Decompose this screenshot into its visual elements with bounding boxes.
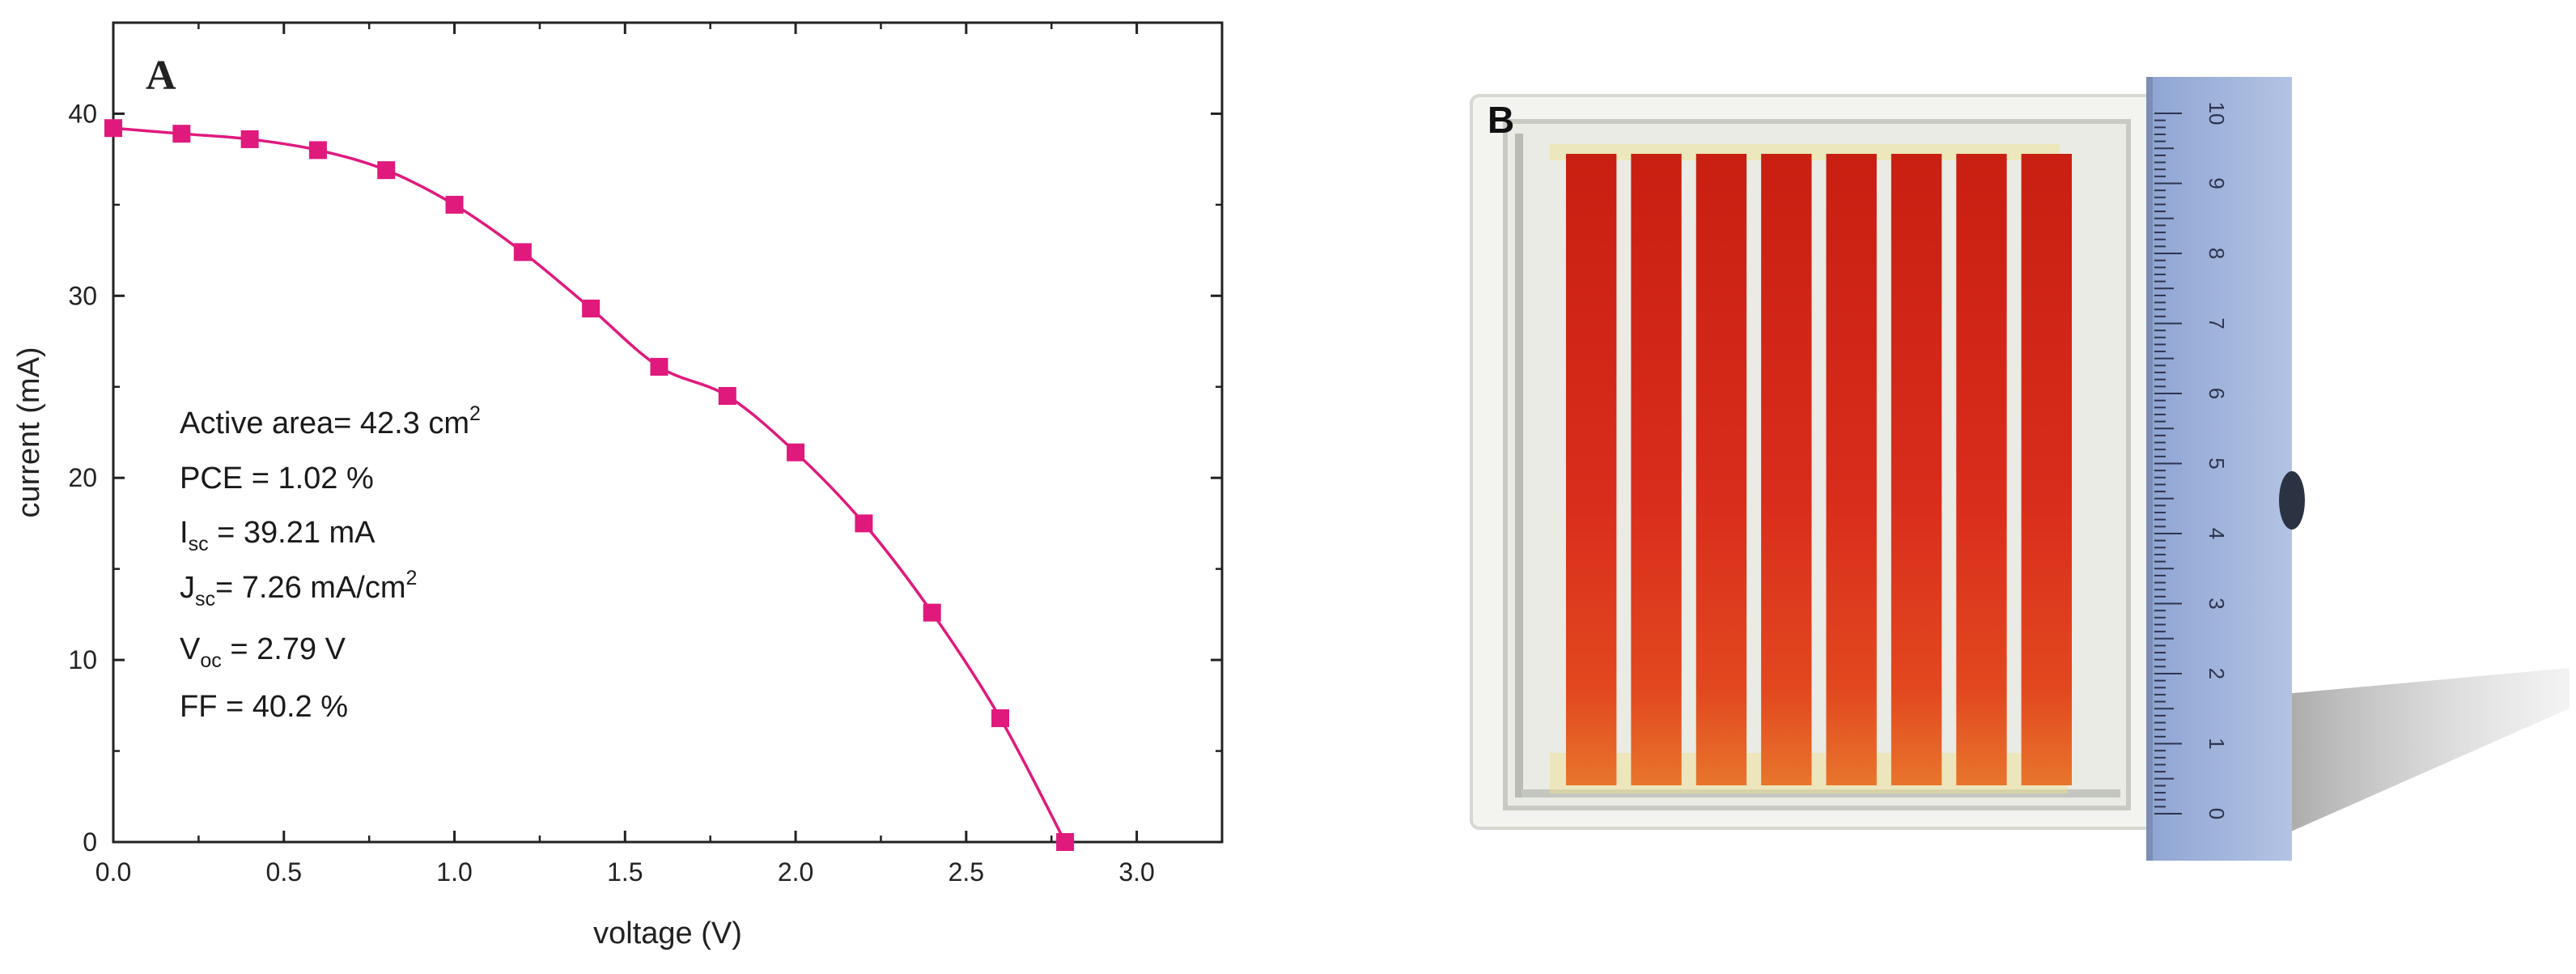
y-tick-label: 10 bbox=[68, 645, 97, 674]
data-point bbox=[650, 358, 668, 376]
ruler-scale: 0 1 2 3 4 5 6 7 8 9 10 bbox=[2154, 102, 2229, 819]
iv-chart-panel: 0.0 0.5 1.0 1.5 2.0 2.5 3.0 0 10 20 30 40 voltage … bbox=[12, 21, 1224, 951]
data-point bbox=[991, 709, 1009, 728]
x-tick-label: 1.5 bbox=[607, 857, 643, 887]
y-tick-label: 20 bbox=[68, 463, 97, 492]
dye-strip bbox=[1695, 154, 1747, 785]
x-axis-ticks: 0.0 0.5 1.0 1.5 2.0 2.5 3.0 bbox=[95, 23, 1155, 887]
ruler-notch bbox=[2279, 471, 2305, 530]
dye-strips bbox=[1566, 154, 2072, 785]
ruler-label: 10 bbox=[2205, 102, 2229, 125]
iv-series bbox=[104, 119, 1075, 851]
dye-strip bbox=[1891, 154, 1942, 785]
x-tick-label: 3.0 bbox=[1118, 857, 1154, 887]
ruler-label: 6 bbox=[2205, 388, 2229, 399]
dye-strip bbox=[1566, 154, 1617, 785]
isc-text: Isc = 39.21 mA bbox=[180, 516, 376, 555]
x-tick-label: 2.5 bbox=[948, 857, 984, 887]
x-axis-title: voltage (V) bbox=[593, 917, 742, 951]
x-tick-label: 2.0 bbox=[778, 857, 813, 887]
dye-strip bbox=[1761, 154, 1812, 785]
ruler-label: 9 bbox=[2205, 177, 2229, 189]
y-tick-label: 0 bbox=[83, 827, 97, 857]
data-point bbox=[377, 161, 396, 180]
pce-text: PCE = 1.02 % bbox=[180, 461, 374, 496]
y-tick-label: 40 bbox=[68, 99, 97, 128]
x-tick-label: 0.0 bbox=[95, 857, 131, 887]
dye-strip bbox=[1956, 154, 2007, 785]
data-point bbox=[104, 119, 122, 138]
active-area-text: Active area= 42.3 cm2 bbox=[180, 402, 481, 440]
dye-strip bbox=[1631, 154, 1682, 785]
y-axis-ticks: 0 10 20 30 40 bbox=[68, 99, 1222, 857]
ruler-label: 3 bbox=[2205, 598, 2229, 609]
frame-edge-bottom bbox=[1521, 789, 2120, 797]
ruler-label: 4 bbox=[2205, 528, 2229, 539]
ruler-edge bbox=[2146, 77, 2153, 861]
voc-text: Voc = 2.79 V bbox=[180, 632, 346, 672]
ruler bbox=[2146, 77, 2292, 861]
panel-letter-a: A bbox=[146, 53, 176, 99]
y-tick-label: 30 bbox=[68, 281, 97, 310]
dye-strip bbox=[2021, 154, 2072, 785]
x-tick-label: 0.5 bbox=[266, 857, 302, 887]
y-axis-title: current (mA) bbox=[12, 347, 46, 517]
ruler-label: 2 bbox=[2205, 668, 2229, 679]
frame-edge-left bbox=[1515, 134, 1523, 797]
ruler-label: 1 bbox=[2205, 738, 2229, 749]
data-point bbox=[308, 141, 327, 159]
ruler-shadow bbox=[2258, 668, 2570, 846]
data-point bbox=[923, 603, 941, 622]
data-point bbox=[445, 195, 464, 214]
data-point bbox=[787, 443, 805, 461]
ff-text: FF = 40.2 % bbox=[180, 690, 348, 724]
ruler-label: 8 bbox=[2205, 248, 2229, 259]
panel-letter-b: B bbox=[1487, 99, 1514, 141]
data-point bbox=[172, 125, 191, 143]
module-photo: 0 1 2 3 4 5 6 7 8 9 10 B bbox=[1457, 77, 2570, 862]
data-point bbox=[855, 514, 873, 533]
plot-frame bbox=[112, 21, 1224, 844]
ruler-label: 7 bbox=[2205, 317, 2229, 329]
data-point bbox=[582, 300, 601, 318]
ruler-label: 5 bbox=[2205, 457, 2229, 469]
data-point bbox=[1056, 833, 1075, 851]
data-point bbox=[718, 387, 736, 406]
data-point bbox=[240, 130, 259, 148]
device-parameters: Active area= 42.3 cm2 PCE = 1.02 % Isc =… bbox=[180, 402, 481, 724]
data-point bbox=[513, 243, 532, 262]
x-tick-label: 1.0 bbox=[436, 857, 472, 887]
dye-strip bbox=[1826, 154, 1877, 785]
jsc-text: Jsc= 7.26 mA/cm2 bbox=[180, 567, 417, 610]
ruler-label: 0 bbox=[2205, 808, 2229, 819]
